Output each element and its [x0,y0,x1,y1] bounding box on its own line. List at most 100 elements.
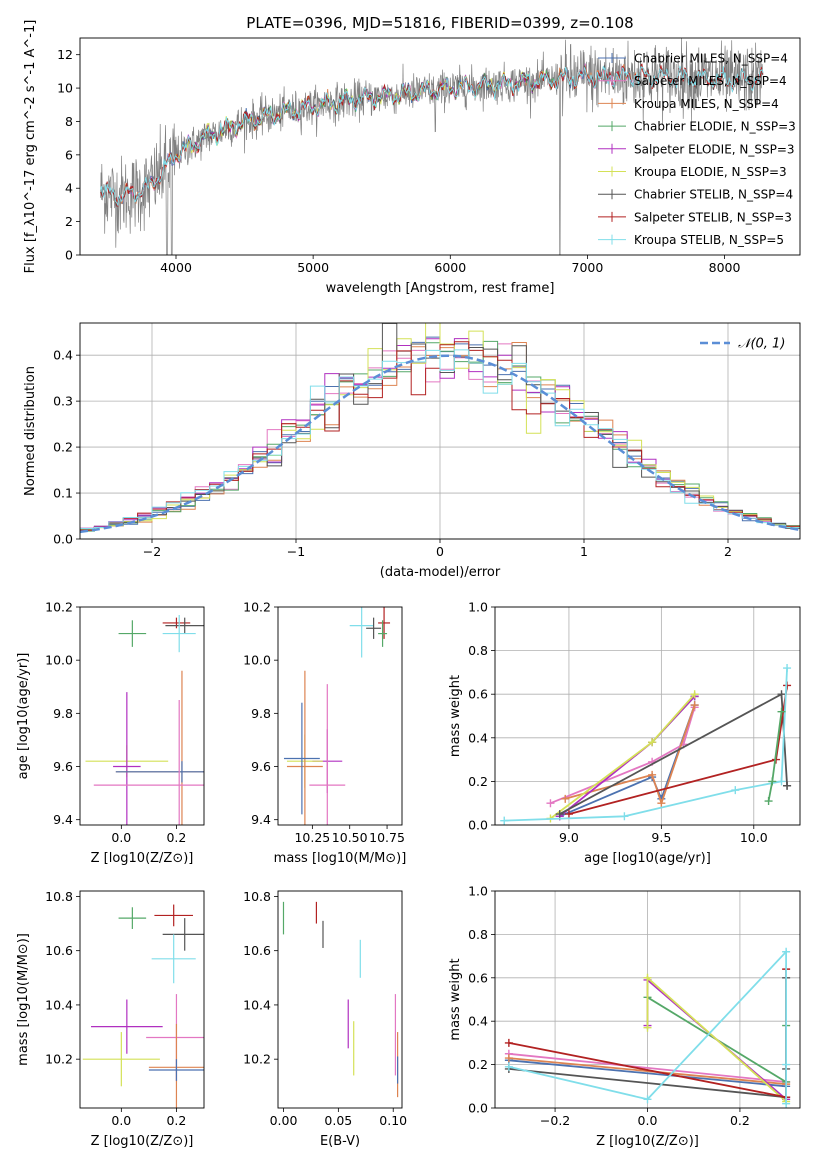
axes-frame [79,606,205,826]
error-bar-point [165,617,204,634]
x-tick-label: 2 [724,544,732,559]
normal-curve [80,354,800,534]
y-tick-label: 0.2 [468,1057,488,1072]
error-bar-point [286,670,323,825]
y-tick-label: 0.0 [468,1101,488,1116]
error-bar-point [309,684,346,825]
weight-marker [555,810,564,819]
weight-line [767,711,783,802]
x-tick-label: 0.10 [379,1113,407,1128]
model-spectrum-line [100,63,764,208]
y-axis-label: mass weight [448,958,463,1040]
axes-frame [277,606,403,826]
y-tick-label: 9.6 [251,759,271,774]
error-bar-point [162,918,204,951]
y-axis-label: mass [log10(M/M⊙)] [16,933,31,1066]
axes-frame [79,37,801,256]
y-axis-label: Flux [f_λ10^-17 erg cm^-2 s^-1 A^-1] [23,20,38,274]
y-tick-label: 10.6 [45,943,73,958]
error-bar-point [82,1032,160,1087]
error-bar-point [113,692,141,825]
y-tick-label: 8 [65,114,73,129]
error-bar-point [349,607,374,658]
weight-marker [648,738,657,747]
plot-area [504,947,791,1108]
x-tick-label: 4000 [160,260,192,275]
y-tick-label: 9.6 [53,759,73,774]
panel-mass-vs-ebv: 0.00 0.05 0.10 10.2 10.4 10.6 10.8 E(B-V) [243,889,407,1149]
weight-marker [690,701,699,710]
weight-line [559,692,788,815]
model-spectrum-line [100,64,764,207]
error-bar-point [162,614,196,653]
y-tick-label: 10.6 [243,943,271,958]
x-tick-label: 0.2 [166,830,186,845]
weight-marker [731,786,740,795]
y-tick-label: 10.4 [243,997,271,1012]
axes-frame [277,890,403,1109]
error-bar-point [118,907,147,929]
weight-marker [657,799,666,808]
error-bar-point [366,617,382,639]
error-bar-point [283,702,320,815]
weight-marker [782,947,791,956]
y-tick-label: 0.4 [53,348,73,363]
weight-marker [504,1062,513,1071]
panel-residuals: −2 −1 0 1 2 0.0 0.1 0.2 0.3 0.4 (data-model)/error… [23,322,801,580]
error-bar-point [162,617,191,629]
x-axis-label: Z [log10(Z/Z⊙)] [596,1134,699,1149]
figure-title: PLATE=0396, MJD=51816, FIBERID=0399, z=0… [246,14,633,32]
weight-line [508,1059,787,1088]
panel-age-vs-mass: 10.25 10.50 10.75 9.4 9.6 9.8 10.0 10.2 mass [lo… [243,600,406,867]
y-tick-label: 10.2 [45,600,73,615]
plot-area [283,607,391,825]
y-tick-label: 0.3 [53,394,73,409]
weight-marker [764,797,773,806]
y-tick-label: 0.8 [468,927,488,942]
legend-label: Chabrier MILES, N_SSP=4 [634,52,788,66]
x-tick-label: 0.0 [111,1113,131,1128]
weight-marker [783,781,792,790]
x-tick-label: 0.0 [111,830,131,845]
error-bar-point [154,904,193,927]
x-tick-label: 0.0 [638,1113,658,1128]
weight-line [508,1057,787,1085]
x-tick-label: 9.0 [559,830,579,845]
weight-marker [504,1038,513,1047]
x-axis-label: (data-model)/error [380,565,501,580]
y-tick-label: 4 [65,181,73,196]
y-tick-label: 0.4 [468,730,488,745]
x-tick-label: 10.75 [369,830,405,845]
x-tick-label: 0.2 [730,1113,750,1128]
weight-marker [768,777,777,786]
weight-marker [564,810,573,819]
y-tick-label: 0.6 [468,970,488,985]
y-tick-label: 10 [57,81,73,96]
y-axis-label: Normed distribution [23,366,38,496]
error-bar-point [115,761,204,783]
weight-marker [782,1099,791,1108]
y-tick-label: 0.2 [468,774,488,789]
legend-label: Salpeter STELIB, N_SSP=3 [634,210,792,224]
y-tick-label: 10.4 [45,997,73,1012]
y-tick-label: 10.2 [45,1052,73,1067]
y-tick-label: 12 [57,47,73,62]
x-tick-label: 1 [580,544,588,559]
x-tick-label: 10.50 [332,830,368,845]
y-tick-label: 1.0 [468,600,488,615]
x-tick-label: −1 [287,544,305,559]
y-tick-label: 0.1 [53,486,73,501]
histogram-step [80,349,800,529]
y-tick-label: 9.4 [53,812,73,827]
panel-spectrum: 4000 5000 6000 7000 8000 0 2 4 6 8 10 12 wavelength … [23,20,801,296]
x-tick-label: 10.0 [740,830,768,845]
y-tick-label: 10.2 [243,1052,271,1067]
plot-area [82,904,204,1108]
panel-mass-vs-Z: 0.0 0.2 10.2 10.4 10.6 10.8 Z [log10(Z/Z⊙)] mas… [16,889,205,1149]
weight-marker [500,816,509,825]
x-tick-label: 10.25 [294,830,330,845]
y-axis-label: mass weight [448,675,463,757]
panel-weight-vs-Z: −0.2 0.0 0.2 0.0 0.2 0.4 0.6 0.8 1.0 Z [log10(Z/Z… [448,884,801,1149]
legend-label: Chabrier ELODIE, N_SSP=3 [634,120,796,134]
